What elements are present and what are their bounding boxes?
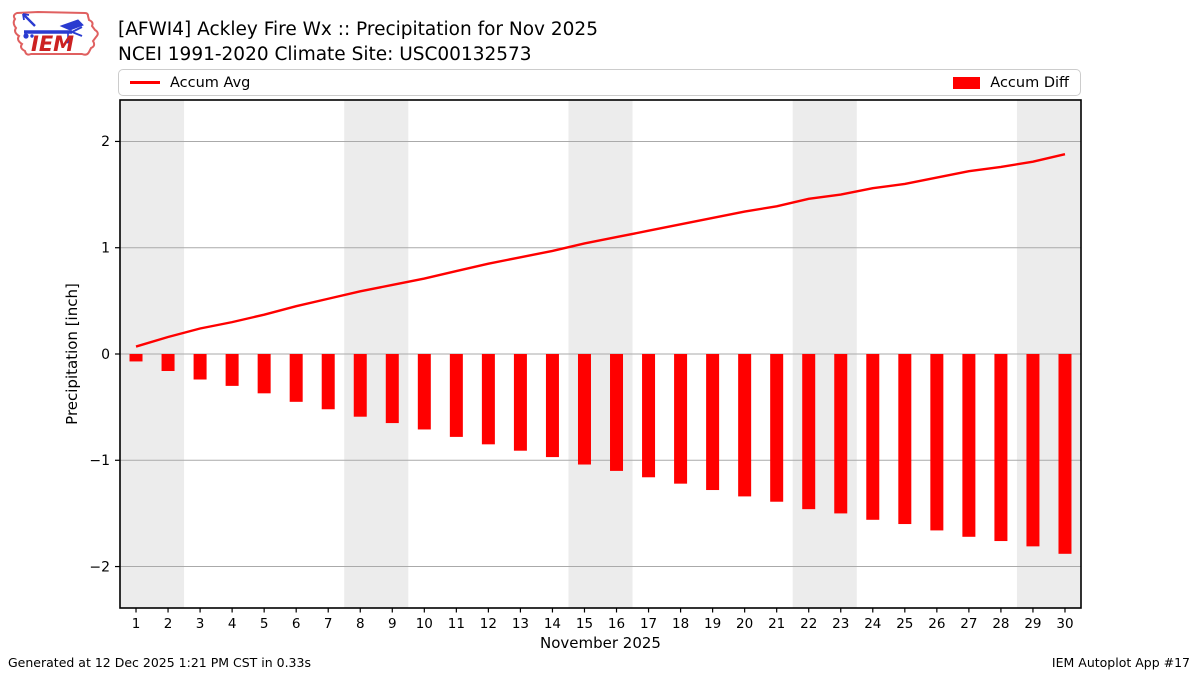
- chart-subtitle: NCEI 1991-2020 Climate Site: USC00132573: [118, 44, 532, 65]
- y-tick-label: −1: [89, 453, 110, 469]
- x-tick-label: 19: [704, 616, 721, 632]
- accum-diff-bar: [129, 354, 143, 362]
- accum-diff-bar: [898, 354, 912, 525]
- accum-diff-bar: [225, 354, 239, 386]
- x-tick-label: 7: [324, 616, 333, 632]
- legend: Accum Avg Accum Diff: [118, 69, 1081, 96]
- x-tick-label: 15: [576, 616, 593, 632]
- bar-swatch-icon: [953, 76, 981, 89]
- x-tick-label: 29: [1024, 616, 1041, 632]
- y-axis-label: Precipitation [inch]: [63, 283, 81, 425]
- x-tick-label: 13: [512, 616, 529, 632]
- accum-diff-bar: [481, 354, 495, 445]
- x-tick-label: 21: [768, 616, 785, 632]
- x-tick-label: 3: [196, 616, 205, 632]
- x-tick-label: 16: [608, 616, 625, 632]
- iem-logo: IEM: [12, 10, 99, 56]
- accum-diff-bar: [866, 354, 880, 520]
- accum-diff-bar: [738, 354, 752, 497]
- accum-diff-bar: [834, 354, 848, 514]
- legend-label: Accum Diff: [990, 74, 1069, 91]
- y-tick-label: 2: [101, 134, 110, 150]
- line-swatch-icon: [130, 81, 160, 84]
- accum-diff-bar: [449, 354, 463, 437]
- y-tick-label: 0: [101, 347, 110, 363]
- x-tick-label: 24: [864, 616, 881, 632]
- x-tick-label: 11: [448, 616, 465, 632]
- weather-vane-icon: [22, 13, 84, 44]
- x-tick-label: 4: [228, 616, 237, 632]
- logo-text: IEM: [31, 32, 74, 56]
- accum-diff-bar: [930, 354, 944, 531]
- accum-diff-bar: [642, 354, 656, 478]
- accum-diff-bar: [193, 354, 207, 380]
- accum-diff-bar: [1058, 354, 1072, 554]
- accum-diff-bar: [962, 354, 976, 537]
- y-tick-label: 1: [101, 241, 110, 257]
- x-tick-label: 14: [544, 616, 561, 632]
- accum-diff-bar: [321, 354, 335, 410]
- x-tick-label: 23: [832, 616, 849, 632]
- legend-item-accum-avg: Accum Avg: [130, 75, 250, 91]
- accum-diff-bar: [674, 354, 688, 484]
- footer-generated-text: Generated at 12 Dec 2025 1:21 PM CST in …: [8, 655, 311, 670]
- x-tick-label: 26: [928, 616, 945, 632]
- x-tick-label: 8: [356, 616, 365, 632]
- x-tick-label: 18: [672, 616, 689, 632]
- footer-app-text: IEM Autoplot App #17: [1051, 655, 1190, 670]
- x-axis-label: November 2025: [540, 634, 661, 652]
- x-tick-label: 1: [132, 616, 141, 632]
- x-tick-label: 20: [736, 616, 753, 632]
- accum-diff-bar: [161, 354, 175, 372]
- accum-diff-bar: [545, 354, 559, 458]
- accum-diff-bar: [994, 354, 1008, 542]
- x-tick-label: 2: [164, 616, 173, 632]
- x-tick-label: 28: [992, 616, 1009, 632]
- accum-diff-bar: [770, 354, 784, 502]
- x-tick-label: 25: [896, 616, 913, 632]
- accum-diff-bar: [577, 354, 591, 465]
- accum-diff-bar: [353, 354, 367, 417]
- accum-avg-line: [135, 153, 1066, 348]
- y-tick-label: −2: [89, 559, 110, 575]
- accum-diff-bar: [802, 354, 816, 510]
- iowa-outline-icon: [12, 10, 99, 56]
- accum-diff-bar: [417, 354, 431, 430]
- legend-item-accum-diff: Accum Diff: [953, 75, 1069, 91]
- x-tick-label: 22: [800, 616, 817, 632]
- accum-diff-bar: [289, 354, 303, 402]
- x-tick-label: 30: [1056, 616, 1073, 632]
- x-tick-label: 6: [292, 616, 301, 632]
- x-tick-label: 9: [388, 616, 397, 632]
- accum-diff-bar: [1026, 354, 1040, 547]
- accum-diff-bar: [610, 354, 624, 471]
- accum-diff-bar: [706, 354, 720, 491]
- x-tick-label: 10: [416, 616, 433, 632]
- chart-title: [AFWI4] Ackley Fire Wx :: Precipitation …: [118, 19, 598, 40]
- x-tick-label: 12: [480, 616, 497, 632]
- x-tick-label: 17: [640, 616, 657, 632]
- accum-diff-bar: [257, 354, 271, 394]
- accum-diff-bar: [513, 354, 527, 451]
- legend-label: Accum Avg: [170, 74, 251, 91]
- x-tick-label: 5: [260, 616, 269, 632]
- x-tick-label: 27: [960, 616, 977, 632]
- accum-diff-bar: [385, 354, 399, 424]
